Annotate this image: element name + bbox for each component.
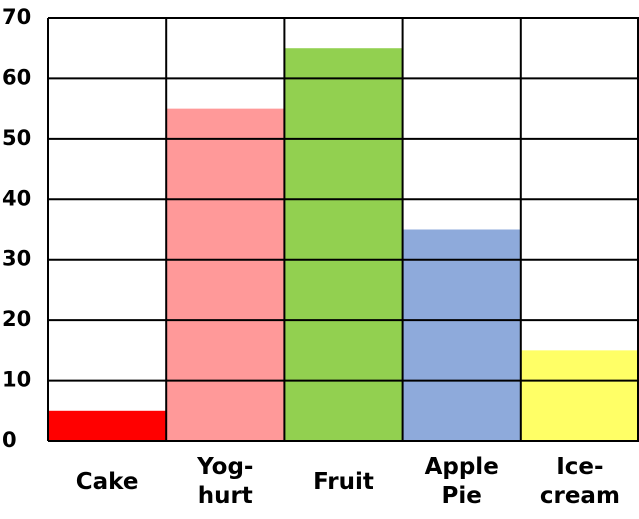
bar: [48, 410, 167, 441]
y-tick-label: 40: [2, 186, 31, 210]
x-tick-label: Fruit: [313, 468, 374, 495]
y-tick-label: 10: [2, 368, 31, 392]
bar: [402, 229, 521, 441]
y-tick-label: 70: [2, 5, 31, 29]
y-tick-label: 20: [2, 307, 31, 331]
bar: [166, 108, 285, 442]
y-tick-label: 0: [2, 428, 17, 452]
bar: [520, 350, 639, 441]
x-tick-label: Apple Pie: [424, 454, 499, 509]
bar: [284, 48, 403, 441]
y-tick-label: 60: [2, 65, 31, 89]
x-tick-label: Yog- hurt: [197, 454, 254, 509]
x-tick-label: Cake: [75, 468, 139, 495]
y-tick-label: 30: [2, 247, 31, 271]
x-tick-label: Ice- cream: [539, 454, 620, 509]
y-tick-label: 50: [2, 126, 31, 150]
